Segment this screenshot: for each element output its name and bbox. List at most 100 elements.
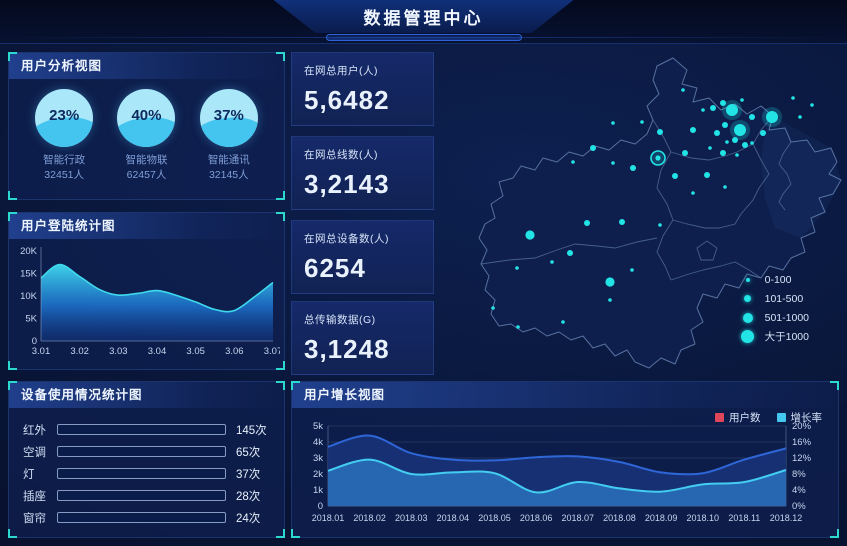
panel-user-analysis: 用户分析视图 23% 智能行政 32451人 40% 智能物联 62457人 3… <box>8 52 285 200</box>
map-legend-item: 501-1000 <box>741 308 809 327</box>
panel-title: 用户分析视图 <box>9 53 284 79</box>
header-trapezoid: 数据管理中心 <box>273 0 574 33</box>
map-internal-borders <box>480 115 792 281</box>
panel-title: 用户增长视图 <box>292 382 838 408</box>
svg-text:2018.03: 2018.03 <box>395 513 428 523</box>
gauge: 23% 智能行政 32451人 <box>28 89 100 182</box>
gauge: 40% 智能物联 62457人 <box>110 89 182 182</box>
svg-text:12%: 12% <box>792 453 812 464</box>
gauge-percent: 23% <box>49 107 80 124</box>
svg-text:2018.06: 2018.06 <box>520 513 553 523</box>
map-legend-item: 0-100 <box>741 270 809 289</box>
corner-decoration <box>291 529 300 538</box>
legend-item-growth-rate[interactable]: 增长率 <box>776 410 823 425</box>
gauge-label: 智能行政 <box>43 154 86 166</box>
legend-dot-icon <box>742 312 753 323</box>
svg-text:2018.09: 2018.09 <box>645 513 678 523</box>
svg-text:2018.01: 2018.01 <box>312 513 345 523</box>
corner-decoration <box>8 212 17 221</box>
legend-dot-icon <box>743 295 751 302</box>
legend-item-users[interactable]: 用户数 <box>715 410 761 425</box>
gauge-count: 32145人 <box>208 169 249 181</box>
bar-value: 24次 <box>236 512 261 525</box>
bar-category-label: 红外 <box>23 424 46 437</box>
map-outline <box>478 57 842 369</box>
svg-text:16%: 16% <box>792 437 812 448</box>
panel-user-growth: 用户增长视图 用户数 增长率 0 1k 2k 3k 4k 5k 0% 4% 8% 12% 16% 20… <box>291 381 839 538</box>
svg-text:2k: 2k <box>313 469 323 480</box>
device-bar-row: 灯 37次 <box>23 463 272 484</box>
liquid-gauge: 37% <box>199 89 258 147</box>
svg-text:3.07: 3.07 <box>264 346 280 357</box>
liquid-gauge: 23% <box>35 89 94 147</box>
stat-label: 在网总线数(人) <box>304 149 378 161</box>
login-area-chart: 0 5K 10K 15K 20K 3.01 3.02 3.03 3.04 3.05 3.06 3.07 <box>20 246 280 357</box>
device-bar-chart: 红外 145次 空调 65次 灯 37次 插座 28次 窗帘 <box>9 408 284 528</box>
stat-label: 总传输数据(G) <box>304 314 376 326</box>
corner-decoration <box>8 191 17 200</box>
stat-card-total-devices: 在网总设备数(人) 6254 <box>291 220 434 294</box>
legend-swatch-icon <box>715 413 724 422</box>
svg-text:3.02: 3.02 <box>70 346 89 357</box>
panel-title: 设备使用情况统计图 <box>9 382 284 408</box>
gauge-count: 32451人 <box>44 169 84 181</box>
svg-text:2018.02: 2018.02 <box>353 513 386 523</box>
stat-label: 在网总设备数(人) <box>304 233 389 245</box>
stat-card-total-data: 总传输数据(G) 3,1248 <box>291 301 434 375</box>
stat-value: 6254 <box>304 253 366 283</box>
svg-text:5k: 5k <box>313 421 323 432</box>
bar-category-label: 空调 <box>23 446 46 459</box>
svg-text:2018.07: 2018.07 <box>562 513 595 523</box>
svg-text:3.06: 3.06 <box>225 346 244 357</box>
gauge-label: 智能物联 <box>125 154 168 166</box>
svg-text:3.05: 3.05 <box>186 346 205 357</box>
stat-value: 3,1248 <box>304 334 390 364</box>
liquid-gauge: 40% <box>117 89 176 147</box>
bar-value: 65次 <box>236 446 261 459</box>
bar-value: 37次 <box>236 468 261 481</box>
legend-dot-icon <box>745 277 750 282</box>
svg-text:4%: 4% <box>792 485 806 496</box>
svg-text:3.03: 3.03 <box>109 346 128 357</box>
corner-decoration <box>276 381 285 390</box>
legend-swatch-icon <box>776 413 786 422</box>
svg-text:2018.10: 2018.10 <box>686 513 719 523</box>
corner-decoration <box>830 529 839 538</box>
bar-track <box>57 468 226 479</box>
bar-category-label: 灯 <box>23 468 35 481</box>
corner-decoration <box>276 529 285 538</box>
svg-text:1k: 1k <box>313 485 323 496</box>
bar-category-label: 窗帘 <box>23 512 46 525</box>
svg-text:15K: 15K <box>20 269 38 280</box>
device-bar-row: 红外 145次 <box>23 419 272 440</box>
stat-label: 在网总用户(人) <box>304 65 378 77</box>
device-bar-row: 空调 65次 <box>23 441 272 462</box>
svg-text:0: 0 <box>32 336 37 347</box>
stat-card-total-lines: 在网总线数(人) 3,2143 <box>291 136 434 210</box>
legend-label: 大于1000 <box>764 331 809 343</box>
svg-text:2018.08: 2018.08 <box>603 513 636 523</box>
svg-text:4k: 4k <box>313 437 323 448</box>
header-decoration-bar <box>325 34 522 41</box>
page-title: 数据管理中心 <box>363 9 484 28</box>
legend-label: 增长率 <box>790 412 823 424</box>
legend-dot-icon <box>740 330 754 343</box>
map-legend-item: 101-500 <box>741 289 809 308</box>
svg-text:2018.04: 2018.04 <box>437 513 470 523</box>
stat-value: 5,6482 <box>304 85 390 115</box>
corner-decoration <box>276 52 285 61</box>
svg-text:20%: 20% <box>792 421 812 432</box>
panel-login-stats: 用户登陆统计图 0 5K 10K 15K 20K 3.01 3.02 3.03 3.04 3.05… <box>8 212 285 370</box>
corner-decoration <box>8 381 17 390</box>
corner-decoration <box>8 52 17 61</box>
bar-category-label: 插座 <box>23 490 46 503</box>
map-data-points <box>491 88 814 329</box>
stat-value: 3,2143 <box>304 169 390 199</box>
svg-text:5K: 5K <box>25 314 37 325</box>
page-header: 数据管理中心 <box>0 0 847 44</box>
corner-decoration <box>291 381 300 390</box>
svg-text:0%: 0% <box>792 501 806 512</box>
map-legend-item: 大于1000 <box>740 327 809 346</box>
svg-text:2018.11: 2018.11 <box>728 513 760 523</box>
